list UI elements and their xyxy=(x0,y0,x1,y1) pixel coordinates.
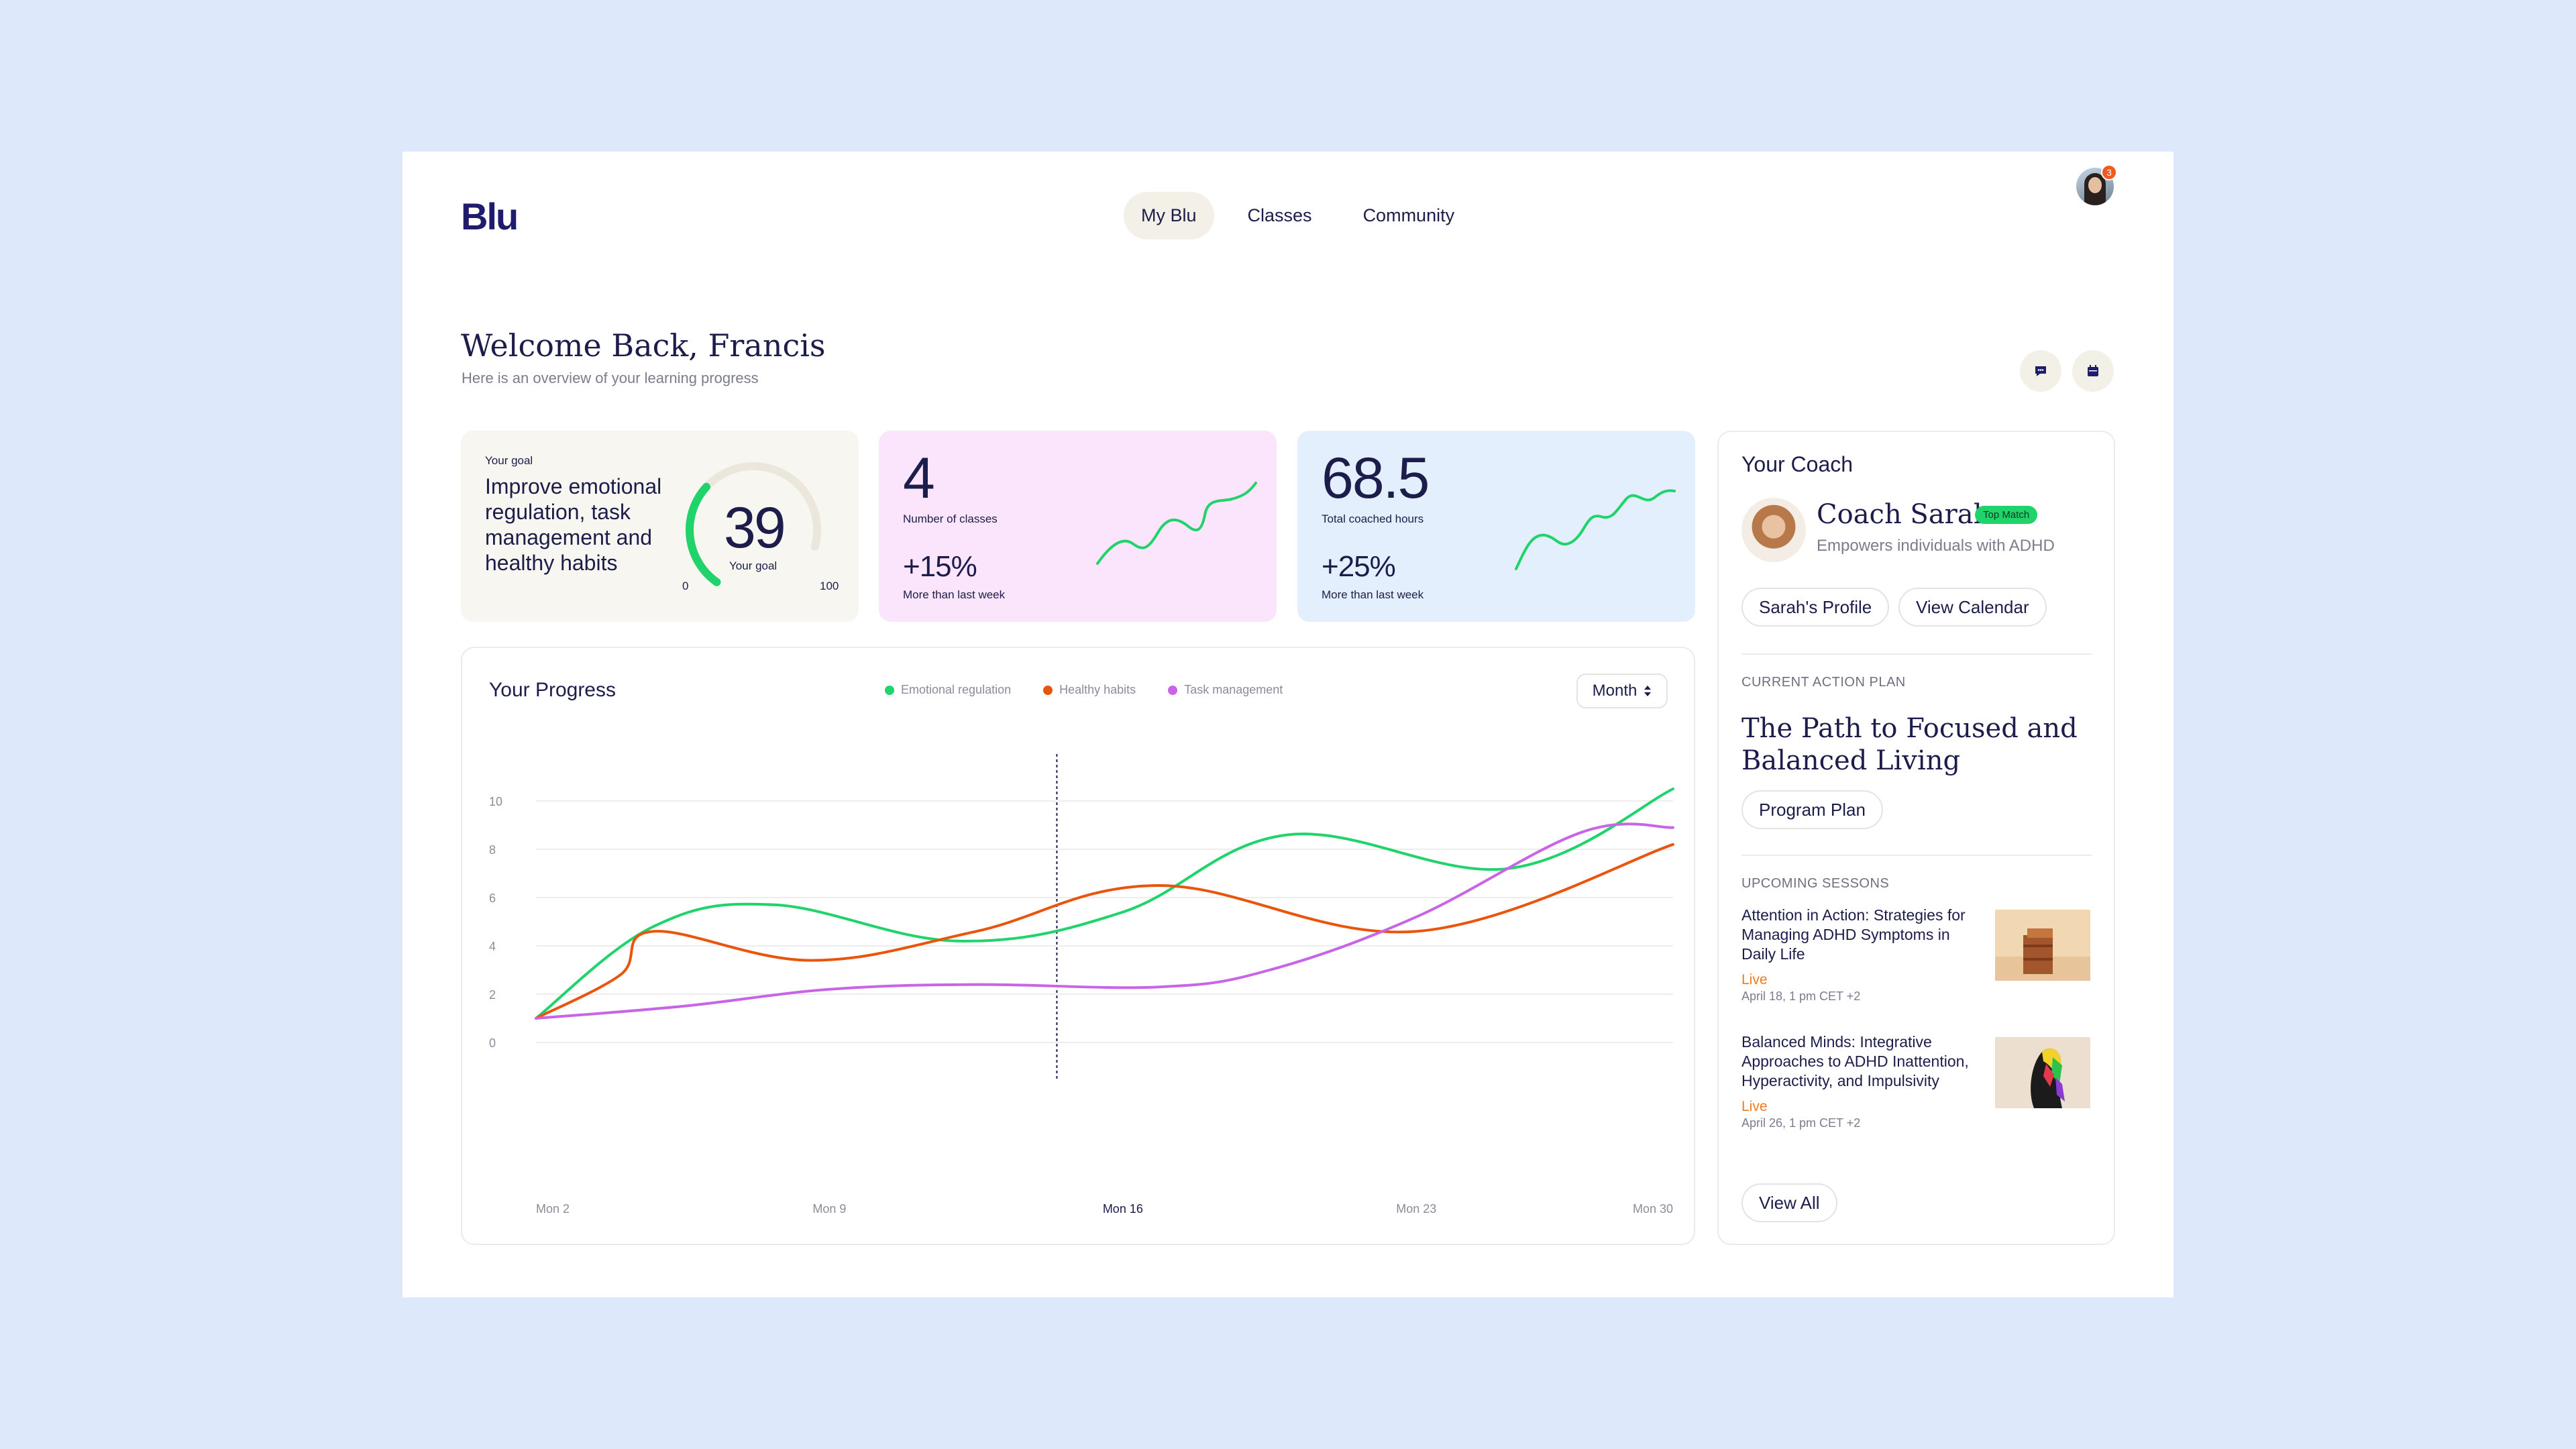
session-item[interactable]: Balanced Minds: Integrative Approaches t… xyxy=(1741,1032,1983,1130)
calendar-button[interactable] xyxy=(2072,350,2114,392)
x-tick-label: Mon 16 xyxy=(1103,1202,1143,1216)
goal-description: Improve emotional regulation, task manag… xyxy=(485,474,662,575)
app-window: Blu My Blu Classes Community 3 Welcome B… xyxy=(402,152,2174,1297)
hours-change-label: More than last week xyxy=(1322,588,1424,601)
page-subtitle: Here is an overview of your learning pro… xyxy=(462,370,759,386)
sparkline-path xyxy=(1515,489,1676,570)
notification-badge: 3 xyxy=(2101,164,2117,180)
hours-label: Total coached hours xyxy=(1322,513,1424,525)
blu-logo[interactable]: Blu xyxy=(461,195,519,237)
sparkline-path xyxy=(1096,482,1257,565)
tab-my-blu[interactable]: My Blu xyxy=(1124,191,1214,239)
classes-card: 4 Number of classes +15% More than last … xyxy=(879,431,1277,622)
x-tick-label: Mon 9 xyxy=(812,1202,846,1216)
hours-card: 68.5 Total coached hours +25% More than … xyxy=(1297,431,1695,622)
period-select[interactable]: Month xyxy=(1576,674,1668,708)
legend-item-task[interactable]: Task management xyxy=(1168,683,1283,697)
gauge-max-label: 100 xyxy=(820,580,839,592)
legend-item-habits[interactable]: Healthy habits xyxy=(1043,683,1136,697)
calendar-icon xyxy=(2088,365,2098,376)
chat-button[interactable] xyxy=(2020,350,2061,392)
y-tick-label: 8 xyxy=(489,843,496,857)
goal-value-caption: Your goal xyxy=(729,559,777,572)
classes-count: 4 xyxy=(903,446,935,511)
page-title: Welcome Back, Francis xyxy=(461,327,826,364)
legend-label: Task management xyxy=(1184,683,1283,696)
legend-item-emotional[interactable]: Emotional regulation xyxy=(885,683,1011,697)
session-title: Attention in Action: Strategies for Mana… xyxy=(1741,906,1966,963)
session-thumbnail-books[interactable] xyxy=(1995,910,2090,981)
gauge-min-label: 0 xyxy=(682,580,689,592)
tab-community[interactable]: Community xyxy=(1362,205,1455,225)
action-plan-title: The Path to Focused and Balanced Living xyxy=(1741,713,2078,776)
hours-value: 68.5 xyxy=(1322,446,1430,511)
legend-label: Emotional regulation xyxy=(901,683,1012,696)
session-status: Live xyxy=(1741,1099,1768,1114)
classes-change-label: More than last week xyxy=(903,588,1006,601)
program-plan-button[interactable]: Program Plan xyxy=(1741,790,1883,829)
series-line-task-management xyxy=(535,822,1674,1020)
legend-dot xyxy=(1043,685,1053,695)
y-tick-label: 2 xyxy=(489,988,496,1002)
chat-icon xyxy=(2035,366,2046,376)
sessions-label: UPCOMING SESSONS xyxy=(1741,876,1890,891)
view-all-sessions-button[interactable]: View All xyxy=(1741,1183,1837,1222)
progress-card: Your Progress Emotional regulation Healt… xyxy=(461,647,1695,1245)
classes-sparkline xyxy=(1096,482,1257,565)
session-item[interactable]: Attention in Action: Strategies for Mana… xyxy=(1741,906,1983,1004)
session-date: April 26, 1 pm CET +2 xyxy=(1741,1116,1861,1130)
hours-change: +25% xyxy=(1322,550,1396,583)
divider xyxy=(1741,653,2092,655)
coach-avatar[interactable] xyxy=(1741,498,1806,562)
main-nav: My Blu Classes Community xyxy=(1124,165,1472,266)
progress-title: Your Progress xyxy=(489,679,616,701)
x-tick-label: Mon 2 xyxy=(536,1202,570,1216)
classes-label: Number of classes xyxy=(903,513,998,525)
hours-sparkline xyxy=(1515,489,1676,570)
view-calendar-button[interactable]: View Calendar xyxy=(1898,588,2047,627)
goal-card: Your goal Improve emotional regulation, … xyxy=(461,431,859,622)
session-thumbnail-rainbow-head[interactable] xyxy=(1995,1037,2090,1108)
avatar-face xyxy=(2088,177,2102,193)
y-tick-label: 10 xyxy=(489,795,502,808)
tab-classes[interactable]: Classes xyxy=(1247,205,1312,225)
action-plan-label: CURRENT ACTION PLAN xyxy=(1741,675,1906,690)
goal-gauge xyxy=(686,462,822,586)
session-title: Balanced Minds: Integrative Approaches t… xyxy=(1741,1033,1969,1089)
y-tick-label: 4 xyxy=(489,940,496,953)
coach-heading: Your Coach xyxy=(1741,452,1854,476)
coach-profile-button[interactable]: Sarah's Profile xyxy=(1741,588,1890,627)
chart-legend: Emotional regulation Healthy habits Task… xyxy=(885,683,1283,697)
legend-dot xyxy=(1168,685,1178,695)
progress-line-chart: 0 2 4 6 8 10 Mon 2 Mon 9 Mon 16 Mon 23 Mon 30 xyxy=(489,754,1674,1216)
coach-card: Your Coach Coach Sarah Top Match Empower… xyxy=(1717,431,2115,1245)
sort-arrows-icon xyxy=(1644,686,1652,696)
coach-description: Empowers individuals with ADHD xyxy=(1817,537,2055,555)
series-line-emotional-regulation xyxy=(535,788,1674,1020)
x-tick-label: Mon 30 xyxy=(1633,1202,1673,1216)
legend-dot xyxy=(885,685,894,695)
period-label: Month xyxy=(1592,682,1638,700)
series-line-healthy-habits xyxy=(535,843,1674,1020)
goal-value: 39 xyxy=(724,496,786,560)
y-tick-label: 0 xyxy=(489,1036,496,1050)
x-tick-label: Mon 23 xyxy=(1396,1202,1436,1216)
gauge-fill xyxy=(686,482,721,586)
y-tick-label: 6 xyxy=(489,892,496,905)
top-match-badge: Top Match xyxy=(1975,506,2038,524)
legend-label: Healthy habits xyxy=(1059,683,1136,696)
goal-label: Your goal xyxy=(485,454,533,467)
classes-change: +15% xyxy=(903,550,977,583)
session-status: Live xyxy=(1741,972,1768,987)
coach-name: Coach Sarah xyxy=(1817,499,1991,530)
session-date: April 18, 1 pm CET +2 xyxy=(1741,989,1861,1003)
divider xyxy=(1741,855,2092,856)
